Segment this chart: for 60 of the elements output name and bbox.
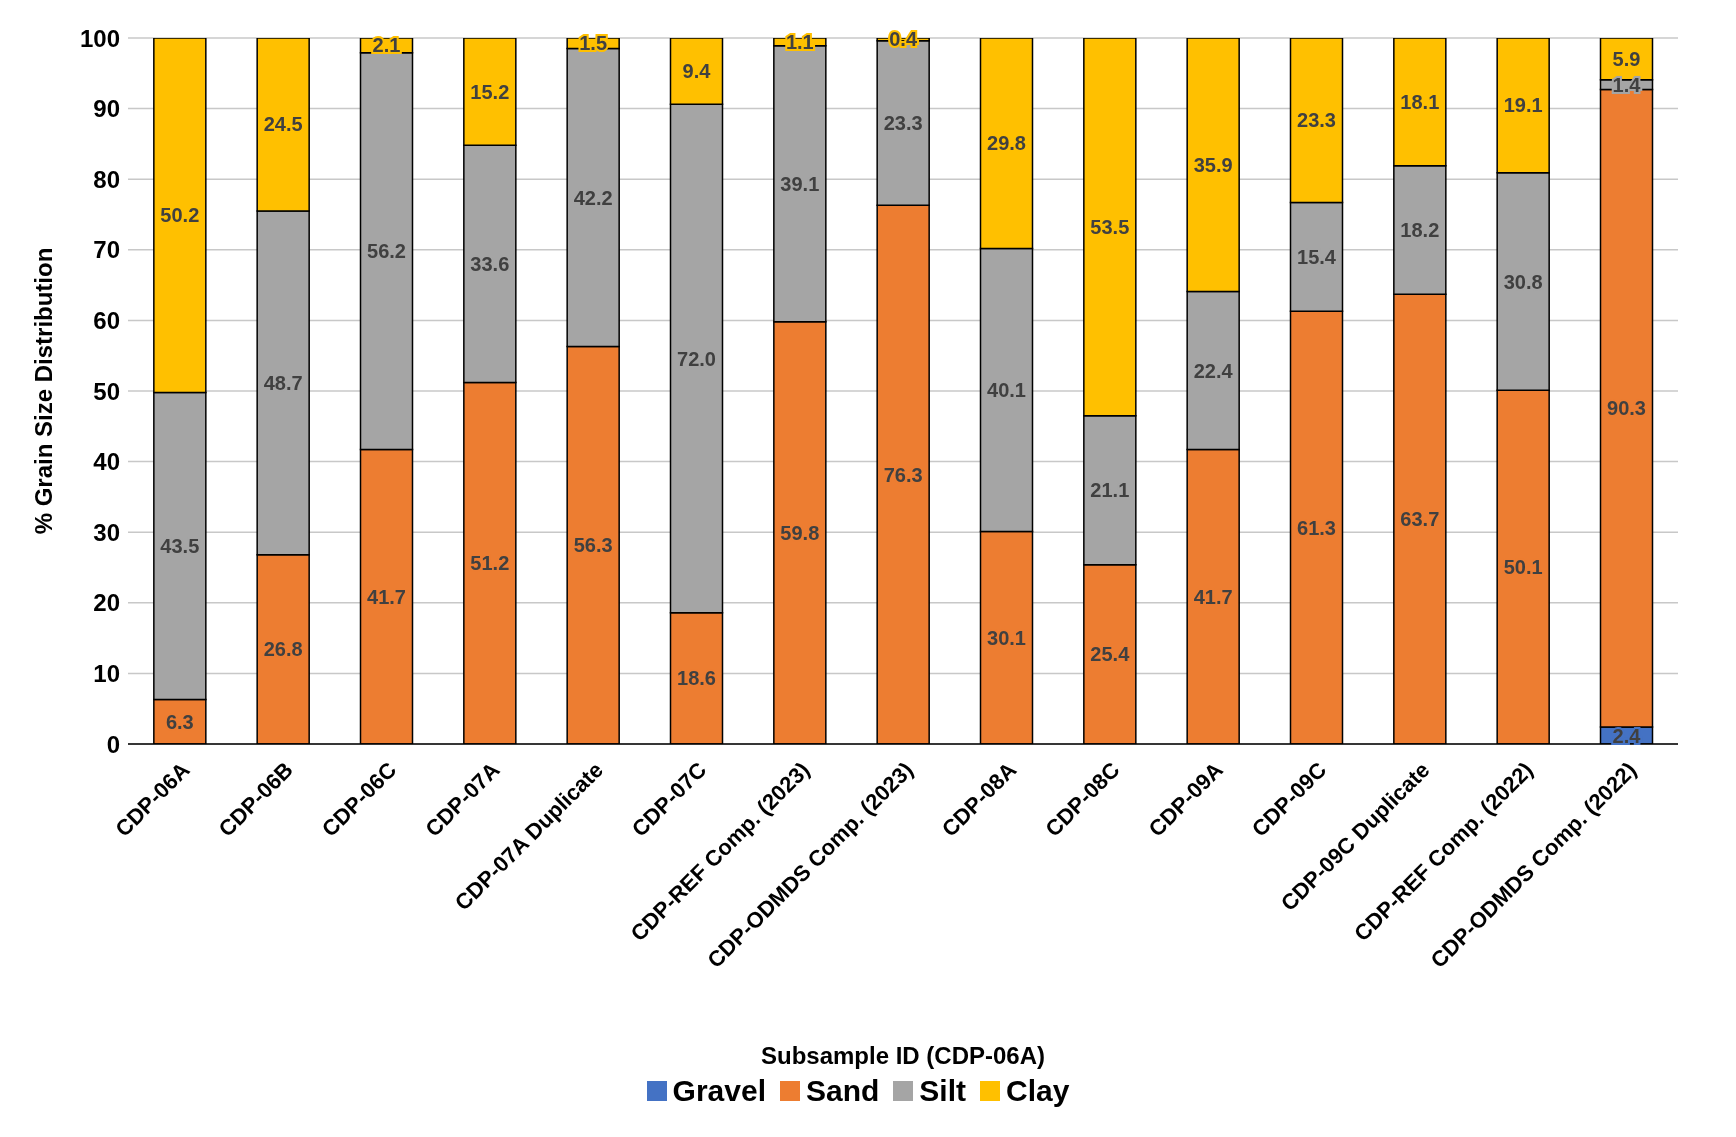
data-label: 33.6 (470, 252, 510, 275)
data-label: 39.1 (780, 172, 820, 195)
data-label: 40.1 (987, 378, 1026, 401)
data-label: 63.7 (1400, 508, 1440, 531)
data-label: 29.8 (987, 132, 1026, 155)
data-label: 50.2 (160, 204, 200, 227)
data-label: 0.4 (889, 28, 918, 51)
data-label: 56.3 (573, 534, 613, 557)
y-tick-label: 20 (93, 589, 120, 617)
data-label: 21.1 (1090, 479, 1130, 502)
y-tick-label: 80 (93, 165, 120, 193)
legend-label: Silt (919, 1074, 967, 1108)
x-axis-title: Subsample ID (CDP-06A) (760, 1042, 1046, 1069)
data-label: 18.2 (1400, 219, 1440, 242)
data-label: 50.1 (1503, 556, 1543, 579)
data-label: 6.3 (165, 710, 194, 733)
legend-label: Sand (806, 1074, 880, 1108)
data-label: 42.2 (573, 186, 613, 209)
data-label: 18.6 (677, 667, 716, 690)
data-label: 15.4 (1297, 245, 1337, 268)
data-label: 30.8 (1503, 270, 1543, 293)
data-label: 26.8 (263, 638, 303, 661)
y-tick-label: 30 (93, 518, 120, 546)
data-label: 24.5 (263, 113, 303, 136)
data-label: 2.1 (372, 34, 401, 57)
data-label: 35.9 (1193, 153, 1233, 176)
data-label: 41.7 (1193, 585, 1233, 608)
data-label: 30.1 (987, 626, 1026, 649)
data-label: 72.0 (677, 347, 716, 370)
data-label: 43.5 (160, 534, 200, 557)
y-tick-label: 100 (79, 24, 120, 52)
y-tick-label: 70 (93, 236, 120, 264)
data-label: 53.5 (1090, 215, 1130, 238)
y-tick-label: 0 (106, 730, 120, 758)
y-axis-title: % Grain Size Distribution (29, 247, 57, 535)
data-label: 76.3 (883, 463, 923, 486)
y-tick-label: 10 (93, 659, 120, 687)
data-label: 15.2 (470, 80, 510, 103)
data-label: 23.3 (883, 112, 923, 135)
data-label: 48.7 (263, 371, 303, 394)
y-tick-label: 90 (93, 95, 120, 123)
legend-label: Gravel (672, 1074, 766, 1108)
data-label: 51.2 (470, 552, 510, 575)
data-label: 56.2 (367, 240, 406, 263)
data-label: 19.1 (1503, 94, 1543, 117)
data-label: 5.9 (1612, 47, 1641, 70)
data-label: 90.3 (1607, 397, 1646, 420)
data-label: 61.3 (1297, 516, 1336, 539)
y-tick-label: 50 (93, 377, 120, 405)
data-label: 59.8 (780, 521, 820, 544)
data-label: 22.4 (1193, 359, 1234, 382)
legend-label: Clay (1006, 1074, 1070, 1108)
data-label: 41.7 (367, 585, 406, 608)
data-label: 25.4 (1090, 643, 1131, 666)
data-label: 18.1 (1400, 90, 1440, 113)
y-tick-label: 40 (93, 448, 120, 476)
data-label: 2.4 (1612, 724, 1642, 747)
y-tick-label: 60 (93, 306, 120, 334)
data-label: 9.4 (682, 60, 712, 83)
data-label: 23.3 (1297, 109, 1336, 132)
